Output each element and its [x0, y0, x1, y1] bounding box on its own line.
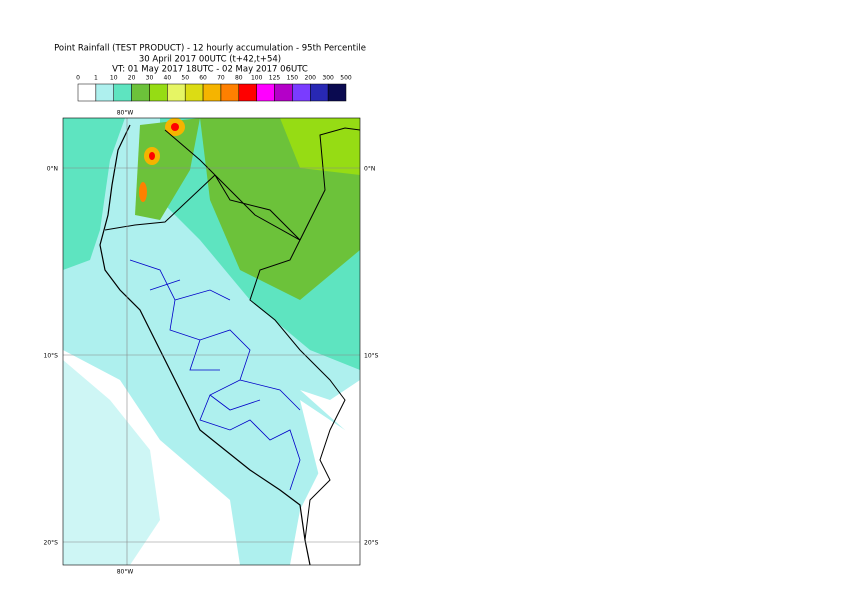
rain-spot	[171, 123, 179, 131]
legend-tick-label: 1	[94, 75, 98, 82]
legend-tick-label: 500	[340, 75, 352, 82]
rain-area	[135, 118, 200, 220]
legend-swatch	[238, 83, 257, 102]
map-frame	[62, 117, 361, 566]
lat-label: 10°S	[44, 353, 59, 360]
legend-tick-label: 10	[110, 75, 118, 82]
rain-area	[280, 118, 360, 175]
legend-tick-label: 0	[76, 75, 80, 82]
legend-tick-label: 100	[251, 75, 263, 82]
region-border	[129, 259, 301, 491]
legend-tick-label: 20	[128, 75, 136, 82]
rain-area	[63, 360, 160, 565]
legend-tick-label: 80	[235, 75, 243, 82]
legend-swatch	[77, 83, 97, 102]
legend-swatch	[292, 83, 311, 102]
rain-area	[63, 118, 125, 270]
legend-tick-label: 70	[217, 75, 225, 82]
lon-label: 80°W	[117, 569, 134, 576]
lat-label: 0°N	[364, 166, 375, 173]
legend-tick-label: 150	[287, 75, 299, 82]
legend-swatch	[256, 83, 275, 102]
legend-swatch	[327, 83, 347, 102]
lon-label: 80°W	[117, 110, 134, 117]
title-line: Point Rainfall (TEST PRODUCT) - 12 hourl…	[54, 44, 366, 54]
title-line: 30 April 2017 00UTC (t+42,t+54)	[139, 55, 281, 65]
legend-tick-label: 125	[269, 75, 281, 82]
legend-swatch	[274, 83, 293, 102]
lat-label: 0°N	[47, 166, 58, 173]
legend-swatch	[167, 83, 186, 102]
legend-swatch	[220, 83, 240, 102]
legend-swatch	[202, 83, 222, 102]
lat-label: 20°S	[364, 540, 379, 547]
dry-area	[300, 400, 360, 565]
country-border	[104, 127, 360, 541]
coastline	[99, 124, 311, 565]
title-line: VT: 01 May 2017 18UTC - 02 May 2017 06UT…	[112, 65, 308, 75]
legend-swatch	[310, 83, 329, 102]
legend-swatch	[113, 83, 132, 102]
legend-swatch	[184, 83, 204, 102]
legend-tick-label: 40	[164, 75, 172, 82]
legend-tick-label: 60	[199, 75, 207, 82]
map: 80°W 80°W 0°N 0°N 10°S 10°S 20°S 20°S	[44, 110, 379, 576]
legend-swatch	[131, 83, 150, 102]
legend-tick-label: 30	[146, 75, 154, 82]
legend: 0 1 10 20 30 40 50 60 70 80 100 125 150 200 300 500	[76, 75, 352, 102]
rain-spot	[149, 152, 155, 160]
legend-swatch	[95, 83, 114, 102]
legend-tick-label: 200	[305, 75, 317, 82]
lat-label: 10°S	[364, 353, 379, 360]
legend-swatch	[149, 83, 168, 102]
lat-label: 20°S	[44, 540, 59, 547]
legend-tick-label: 50	[181, 75, 189, 82]
rain-spot	[139, 182, 147, 202]
legend-tick-label: 300	[322, 75, 334, 82]
